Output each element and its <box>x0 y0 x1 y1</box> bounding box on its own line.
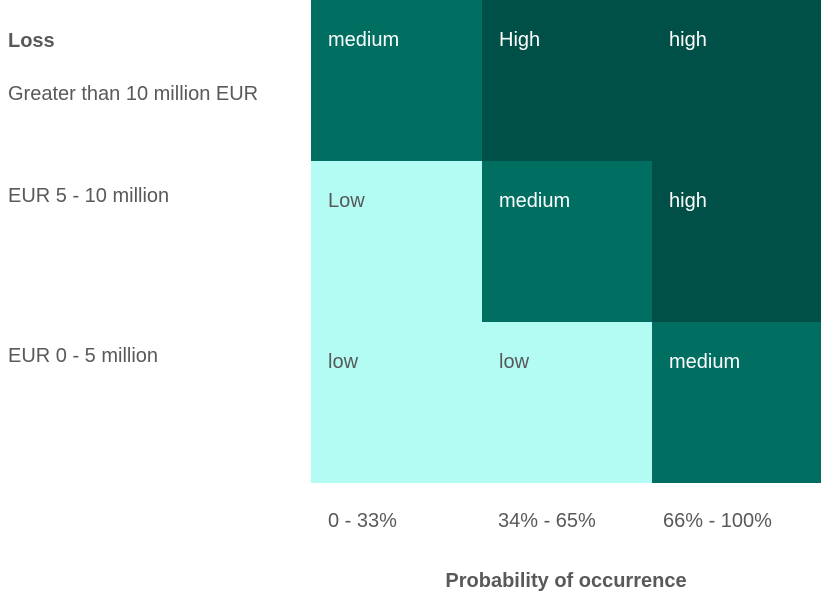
row-label-mid-loss: EUR 5 - 10 million <box>8 185 170 207</box>
x-axis-title: Probability of occurrence <box>445 570 687 592</box>
matrix-cell: high <box>652 0 821 161</box>
matrix-cell: low <box>311 322 482 483</box>
matrix-cell: medium <box>482 161 652 322</box>
col-label-low-prob: 0 - 33% <box>328 510 397 532</box>
matrix-cell: Low <box>311 161 482 322</box>
matrix-cell: medium <box>311 0 482 161</box>
row-label-high-loss: Greater than 10 million EUR <box>8 83 259 105</box>
matrix-cell: low <box>482 322 652 483</box>
row-label-low-loss: EUR 0 - 5 million <box>8 345 159 367</box>
col-label-mid-prob: 34% - 65% <box>498 510 596 532</box>
col-label-high-prob: 66% - 100% <box>663 510 772 532</box>
y-axis-title: Loss <box>8 30 55 52</box>
matrix-cell: High <box>482 0 652 161</box>
matrix-cell: high <box>652 161 821 322</box>
matrix-cell: medium <box>652 322 821 483</box>
matrix-grid: medium High high Low medium high low low… <box>311 0 821 483</box>
